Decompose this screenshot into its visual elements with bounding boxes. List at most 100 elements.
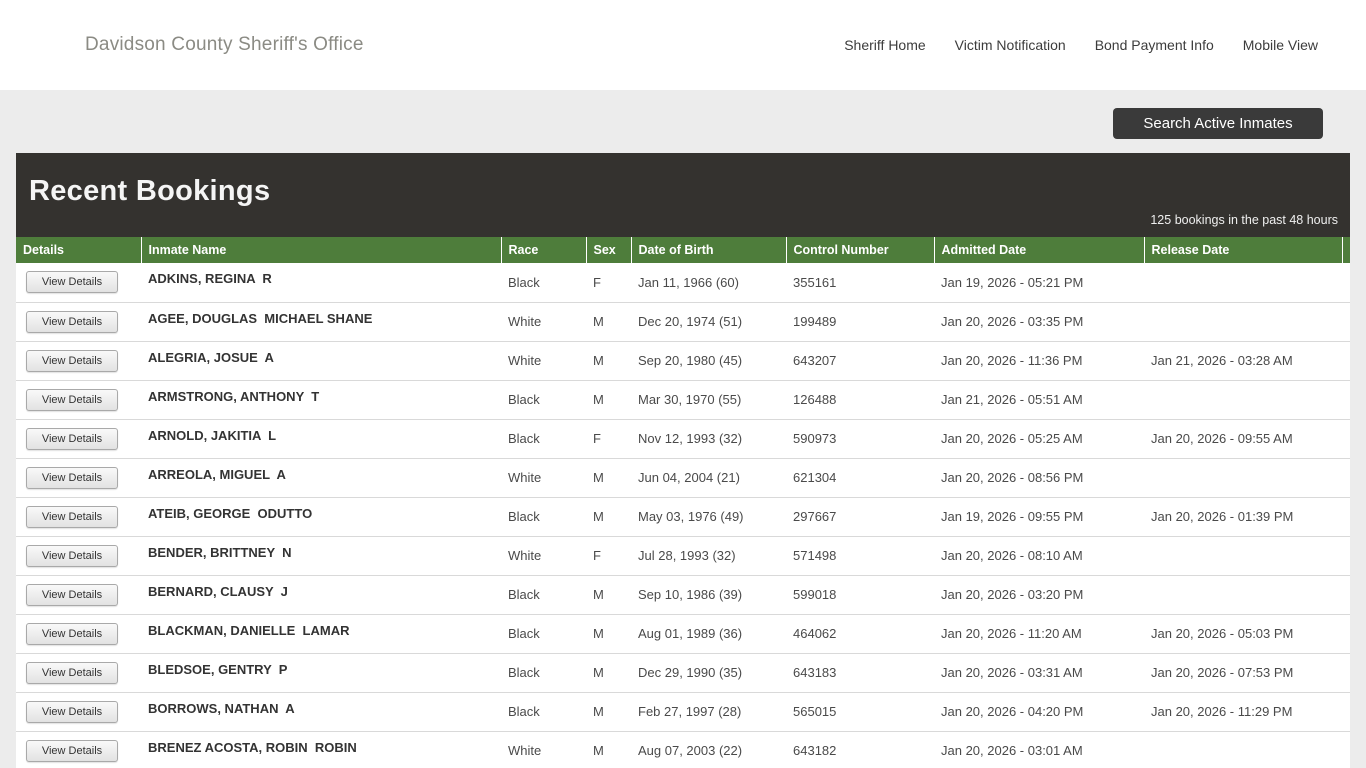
admitted-date-cell: Jan 20, 2026 - 08:56 PM [934,458,1144,498]
details-cell: View Details [16,731,141,768]
sex-cell: F [586,263,631,303]
view-details-button[interactable]: View Details [26,505,118,528]
filler-cell [1342,419,1350,459]
view-details-button[interactable]: View Details [26,739,118,762]
sex-cell: M [586,497,631,537]
sex-cell: M [586,614,631,654]
control-number-cell: 643182 [786,731,934,768]
sex-cell: M [586,380,631,420]
sex-cell: M [586,458,631,498]
control-number-cell: 565015 [786,692,934,732]
admitted-date-cell: Jan 21, 2026 - 05:51 AM [934,380,1144,420]
race-cell: Black [501,653,586,693]
sex-cell: M [586,302,631,342]
nav-mobile-view[interactable]: Mobile View [1242,37,1318,53]
dob-cell: Sep 20, 1980 (45) [631,341,786,381]
race-cell: Black [501,419,586,459]
inmate-name-cell: BORROWS, NATHAN A [141,692,501,732]
dob-cell: Mar 30, 1970 (55) [631,380,786,420]
details-cell: View Details [16,341,141,381]
table-row: View Details BERNARD, CLAUSY J Black M S… [16,575,1350,615]
column-header-race: Race [500,237,586,263]
column-header-details: Details [16,237,141,263]
nav-bond-payment-info[interactable]: Bond Payment Info [1094,37,1214,53]
details-cell: View Details [16,302,141,342]
admitted-date-cell: Jan 20, 2026 - 04:20 PM [934,692,1144,732]
race-cell: White [501,731,586,768]
control-number-cell: 355161 [786,263,934,303]
page-title: Recent Bookings [29,175,271,207]
inmate-name-cell: ARNOLD, JAKITIA L [141,419,501,459]
view-details-button[interactable]: View Details [26,544,118,567]
dob-cell: Sep 10, 1986 (39) [631,575,786,615]
dob-cell: Aug 01, 1989 (36) [631,614,786,654]
filler-cell [1342,458,1350,498]
admitted-date-cell: Jan 19, 2026 - 05:21 PM [934,263,1144,303]
sex-cell: M [586,653,631,693]
column-header-control-number: Control Number [785,237,934,263]
admitted-date-cell: Jan 20, 2026 - 08:10 AM [934,536,1144,576]
inmate-name-cell: AGEE, DOUGLAS MICHAEL SHANE [141,302,501,342]
inmate-name-cell: ATEIB, GEORGE ODUTTO [141,497,501,537]
filler-cell [1342,263,1350,303]
dob-cell: Dec 29, 1990 (35) [631,653,786,693]
table-row: View Details ATEIB, GEORGE ODUTTO Black … [16,497,1350,537]
race-cell: Black [501,575,586,615]
view-details-button[interactable]: View Details [26,310,118,333]
table-row: View Details ARMSTRONG, ANTHONY T Black … [16,380,1350,420]
release-date-cell [1144,731,1342,768]
details-cell: View Details [16,497,141,537]
view-details-button[interactable]: View Details [26,388,118,411]
nav-victim-notification[interactable]: Victim Notification [954,37,1066,53]
details-cell: View Details [16,458,141,498]
view-details-button[interactable]: View Details [26,622,118,645]
admitted-date-cell: Jan 20, 2026 - 11:36 PM [934,341,1144,381]
admitted-date-cell: Jan 20, 2026 - 03:35 PM [934,302,1144,342]
control-number-cell: 571498 [786,536,934,576]
table-row: View Details ADKINS, REGINA R Black F Ja… [16,263,1350,303]
nav-sheriff-home[interactable]: Sheriff Home [844,37,926,53]
details-cell: View Details [16,263,141,303]
dob-cell: Nov 12, 1993 (32) [631,419,786,459]
sex-cell: M [586,731,631,768]
filler-cell [1342,341,1350,381]
control-number-cell: 599018 [786,575,934,615]
view-details-button[interactable]: View Details [26,349,118,372]
page-content: Search Active Inmates Recent Bookings 12… [0,90,1366,768]
admitted-date-cell: Jan 20, 2026 - 03:31 AM [934,653,1144,693]
control-number-cell: 297667 [786,497,934,537]
view-details-button[interactable]: View Details [26,661,118,684]
dob-cell: Jul 28, 1993 (32) [631,536,786,576]
inmate-name-cell: ADKINS, REGINA R [141,263,501,303]
release-date-cell: Jan 20, 2026 - 09:55 AM [1144,419,1342,459]
filler-cell [1342,497,1350,537]
race-cell: Black [501,380,586,420]
bookings-table-body: View Details ADKINS, REGINA R Black F Ja… [16,263,1350,768]
details-cell: View Details [16,536,141,576]
view-details-button[interactable]: View Details [26,466,118,489]
details-cell: View Details [16,575,141,615]
admitted-date-cell: Jan 20, 2026 - 05:25 AM [934,419,1144,459]
view-details-button[interactable]: View Details [26,700,118,723]
release-date-cell [1144,575,1342,615]
view-details-button[interactable]: View Details [26,271,118,294]
column-header-release-date: Release Date [1143,237,1342,263]
details-cell: View Details [16,653,141,693]
table-row: View Details ARREOLA, MIGUEL A White M J… [16,458,1350,498]
table-row: View Details BLACKMAN, DANIELLE LAMAR Bl… [16,614,1350,654]
control-number-cell: 643207 [786,341,934,381]
control-number-cell: 621304 [786,458,934,498]
inmate-name-cell: BERNARD, CLAUSY J [141,575,501,615]
view-details-button[interactable]: View Details [26,583,118,606]
control-number-cell: 126488 [786,380,934,420]
view-details-button[interactable]: View Details [26,427,118,450]
sex-cell: M [586,692,631,732]
column-header-admitted-date: Admitted Date [933,237,1144,263]
release-date-cell: Jan 21, 2026 - 03:28 AM [1144,341,1342,381]
release-date-cell: Jan 20, 2026 - 11:29 PM [1144,692,1342,732]
search-active-inmates-button[interactable]: Search Active Inmates [1113,108,1323,139]
admitted-date-cell: Jan 20, 2026 - 03:01 AM [934,731,1144,768]
dob-cell: Aug 07, 2003 (22) [631,731,786,768]
race-cell: Black [501,692,586,732]
table-row: View Details BORROWS, NATHAN A Black M F… [16,692,1350,732]
